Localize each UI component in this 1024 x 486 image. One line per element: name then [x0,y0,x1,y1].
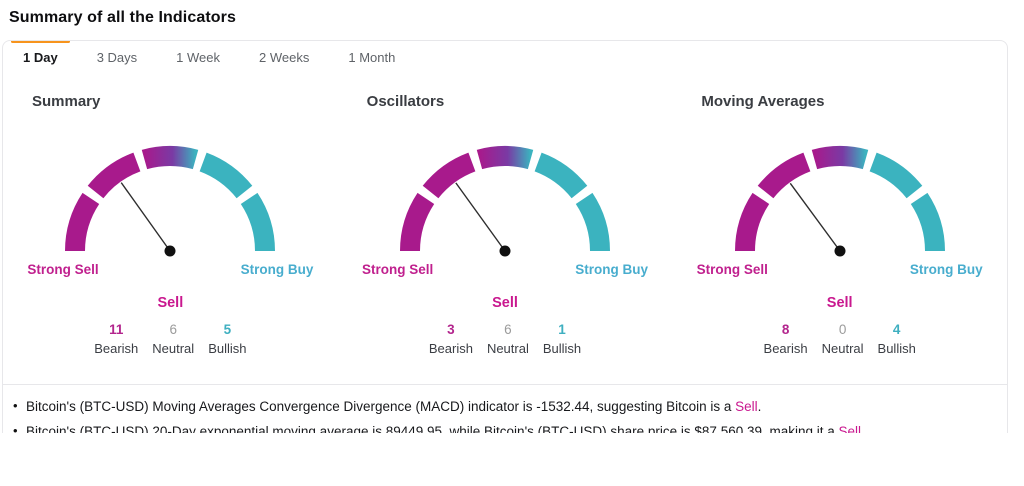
bullish-count-label: Bullish [542,341,582,356]
bearish-count: 3 [447,322,455,337]
gauge-oscillators-counts: 3 Bearish 6 Neutral 1 Bullish [338,323,673,356]
neutral-count-label: Neutral [486,341,529,356]
bullish-count-col: 5 Bullish [208,323,246,356]
neutral-count-col: 0 Neutral [822,323,864,356]
gauge-oscillators: Oscillators Strong Sell Strong Buy Sell … [338,72,673,356]
bullish-count-label: Bullish [208,341,247,356]
tab-3-days[interactable]: 3 Days [96,50,138,65]
bullish-count: 1 [558,322,566,337]
neutral-count-label: Neutral [821,341,864,356]
strong-buy-label: Strong Buy [240,262,314,277]
gauge-arc-segment [400,192,435,252]
page-title: Summary of all the Indicators [9,9,236,26]
gauge-arc-segment [142,146,199,170]
strong-sell-label: Strong Sell [362,262,434,277]
gauge-summary: Summary Strong Sell Strong Buy Sell 11 B… [3,72,338,356]
bearish-count-col: 8 Bearish [764,323,808,356]
insight-text-end: . [861,424,865,433]
strong-buy-label: Strong Buy [909,262,983,277]
tab-1-month[interactable]: 1 Month [348,50,396,65]
strong-sell-label: Strong Sell [696,262,768,277]
gauge-arc-segment [910,192,945,252]
gauge-arc-segment [575,192,610,252]
gauge-arc-segment [757,152,811,199]
bearish-count-col: 11 Bearish [94,323,138,356]
bearish-count-label: Bearish [763,341,808,356]
bearish-count: 8 [781,322,790,337]
bullish-count-label: Bullish [877,341,916,356]
gauge-moving-averages-dial [734,146,945,257]
gauge-needle [120,182,171,252]
gauge-arc-segment [811,146,868,170]
gauge-oscillators-dial [400,146,610,257]
gauge-oscillators-verdict: Sell [492,295,518,311]
gauge-arc-segment [88,152,142,199]
insights-divider [3,384,1007,385]
gauge-summary-scale: Strong Sell Strong Buy [27,263,313,277]
gauge-moving-averages: Moving Averages Strong Sell Strong Buy S… [672,72,1007,356]
tab-2-weeks[interactable]: 2 Weeks [259,50,310,65]
gauge-needle [789,182,841,252]
tab-1-day[interactable]: 1 Day [11,41,70,72]
timeframe-tabs: 1 Day 3 Days 1 Week 2 Weeks 1 Month [3,41,1007,72]
gauge-arc-segment [240,192,276,252]
gauge-moving-averages-verdict: Sell [826,295,853,311]
neutral-count: 6 [169,322,177,337]
sell-link[interactable]: Sell [735,399,758,414]
insights-list: Bitcoin's (BTC-USD) Moving Averages Conv… [3,385,1007,433]
indicators-card: 1 Day 3 Days 1 Week 2 Weeks 1 Month Summ… [2,40,1008,433]
insight-text: Bitcoin's (BTC-USD) 20-Day exponential m… [26,424,839,433]
gauge-needle [455,182,506,252]
gauge-arc-segment [868,152,922,199]
gauge-arc-segment [65,192,100,252]
gauge-summary-verdict: Sell [157,295,184,311]
gauge-moving-averages-counts: 8 Bearish 0 Neutral 4 Bullish [672,323,1007,356]
gauge-needle-pivot [834,245,846,257]
bullish-count-col: 4 Bullish [878,323,916,356]
bullish-count-col: 1 Bullish [543,323,581,356]
bearish-count-label: Bearish [428,341,473,356]
bullish-count: 4 [892,322,901,337]
neutral-count-col: 6 Neutral [152,323,194,356]
gauge-arc-segment [534,152,588,199]
bearish-count-col: 3 Bearish [429,323,473,356]
tab-1-week[interactable]: 1 Week [176,50,221,65]
gauge-arc-segment [476,146,534,170]
gauges-row: Summary Strong Sell Strong Buy Sell 11 B… [3,72,1007,356]
gauge-summary-dial [65,146,276,257]
neutral-count-col: 6 Neutral [487,323,529,356]
gauge-oscillators-scale: Strong Sell Strong Buy [362,263,648,277]
strong-buy-label: Strong Buy [575,262,648,277]
strong-sell-label: Strong Sell [27,262,99,277]
sell-link[interactable]: Sell [838,424,862,433]
gauge-oscillators-title: Oscillators [366,93,445,110]
gauge-needle-pivot [499,245,511,257]
gauge-arc-segment [199,152,253,199]
gauge-moving-averages-title: Moving Averages [701,93,825,110]
insight-text-end: . [757,399,762,414]
neutral-count: 0 [838,322,847,337]
bullish-count: 5 [223,322,232,337]
bearish-count-label: Bearish [94,341,139,356]
insight-item-ema: Bitcoin's (BTC-USD) 20-Day exponential m… [13,423,991,433]
gauge-arc-segment [422,152,476,199]
gauge-arc-segment [734,192,770,252]
gauge-summary-counts: 11 Bearish 6 Neutral 5 Bullish [3,323,338,356]
bearish-count: 11 [109,322,124,337]
gauge-needle-pivot [164,245,176,257]
gauge-summary-title: Summary [32,93,101,110]
insight-text: Bitcoin's (BTC-USD) Moving Averages Conv… [26,399,736,414]
neutral-count-label: Neutral [152,341,195,356]
gauge-moving-averages-scale: Strong Sell Strong Buy [697,263,983,277]
insight-item-macd: Bitcoin's (BTC-USD) Moving Averages Conv… [13,398,991,415]
neutral-count: 6 [504,322,512,337]
